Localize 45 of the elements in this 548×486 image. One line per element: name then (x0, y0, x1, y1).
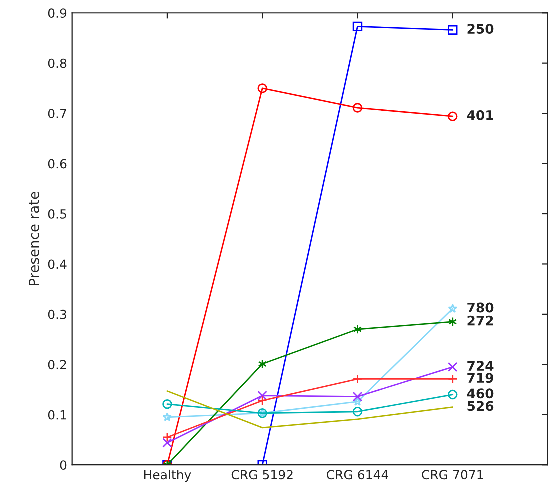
x-tick-label: CRG 7071 (422, 470, 484, 480)
point (448, 317, 458, 327)
point (352, 407, 363, 417)
point (162, 399, 172, 410)
y-tick-label: 0.4 (48, 260, 67, 270)
point (258, 359, 267, 370)
y-tick-label: 0.2 (48, 360, 66, 370)
y-tick-label: 0.6 (48, 159, 67, 169)
point (352, 22, 363, 32)
series-label: 526 (468, 401, 494, 412)
point (448, 390, 458, 400)
y-axis-title: Presence rate (29, 192, 40, 286)
y-tick-label: 0.8 (48, 58, 67, 68)
point (258, 396, 268, 406)
x-tick-label: Healthy (144, 470, 192, 482)
point (352, 392, 363, 402)
point (448, 374, 458, 384)
series-label: 780 (468, 302, 494, 313)
series-label: 724 (468, 361, 494, 371)
line-series (166, 390, 454, 429)
series-label: 250 (468, 24, 494, 34)
series-label: 272 (468, 316, 494, 326)
point (162, 412, 172, 422)
point (448, 304, 458, 313)
point (353, 324, 362, 334)
y-tick-label: 0.7 (48, 109, 66, 118)
point (258, 84, 268, 94)
point (448, 25, 458, 36)
point (162, 438, 172, 448)
y-tick-label: 0 (60, 460, 67, 470)
y-tick-label: 0.3 (48, 310, 66, 320)
y-tick-label: 0.9 (48, 8, 67, 18)
point (352, 103, 363, 113)
series-label: 719 (468, 373, 494, 384)
point (448, 362, 458, 372)
x-tick-label: CRG 6144 (326, 470, 388, 480)
point (258, 390, 268, 401)
point (448, 112, 458, 122)
y-tick-label: 0.5 (48, 209, 66, 219)
series-label: 460 (467, 388, 494, 399)
x-tick-label: CRG 5192 (232, 470, 293, 480)
y-tick-label: 0.1 (48, 410, 66, 420)
point (353, 396, 362, 406)
series-label: 401 (467, 110, 494, 120)
point (162, 432, 172, 442)
